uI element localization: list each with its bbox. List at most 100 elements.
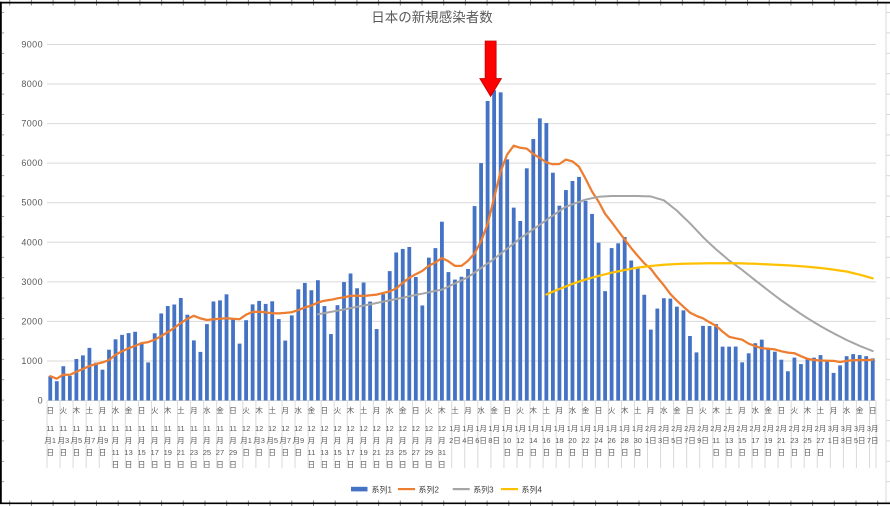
y-axis-tick-label: 4000 <box>21 237 43 247</box>
x-label-weekday: 火 <box>425 406 433 415</box>
legend-label: 系列2 <box>419 485 440 495</box>
x-label-date-line: 12 <box>399 424 407 433</box>
x-label-date-line: 28 <box>621 436 629 445</box>
x-label-weekday: 金 <box>765 405 773 415</box>
bar <box>191 340 196 401</box>
bar <box>426 257 431 401</box>
series-line-3 <box>316 195 874 353</box>
x-label-date-line: 11 <box>59 424 67 433</box>
bar <box>485 101 490 401</box>
x-label-date-line: 15 <box>333 448 341 457</box>
x-axis-labels: 日11月1日火11月3日木11月5日土11月7日月11月9日水11月11日金11… <box>44 400 879 469</box>
x-label-date-line: 13 <box>725 436 733 445</box>
x-label-date-line: 21 <box>177 448 185 457</box>
bar <box>329 334 333 401</box>
x-label-weekday: 火 <box>516 406 524 415</box>
bar <box>368 301 373 401</box>
x-label-weekday: 月 <box>99 406 107 415</box>
x-label-date-line: 12 <box>438 424 446 433</box>
x-label-date-line: 月 <box>112 436 120 445</box>
x-label-weekday: 金 <box>216 405 224 415</box>
bar <box>355 288 359 401</box>
x-axis-label: 月 12 月7 日 <box>279 406 291 457</box>
x-label-date-line: 日 <box>47 448 55 457</box>
bar <box>407 246 412 401</box>
x-axis-label: 土 2月 27 日 <box>815 405 827 457</box>
x-label-weekday: 土 <box>360 405 368 415</box>
legend-item-系列2[interactable]: 系列2 <box>398 485 439 495</box>
x-label-date-line: 12 <box>425 424 433 433</box>
bar <box>289 315 294 401</box>
x-label-date-line: 日 <box>386 460 394 469</box>
x-label-date-line: 日 <box>295 448 303 457</box>
bar <box>681 310 686 401</box>
x-label-date-line: 3日 <box>841 436 853 445</box>
bar <box>185 314 190 401</box>
x-label-date-line: 9日 <box>697 436 709 445</box>
x-label-weekday: 水 <box>569 405 577 415</box>
bar <box>387 271 392 401</box>
x-axis-label: 土 12 月 19 日 <box>359 405 367 469</box>
x-label-weekday: 金 <box>399 405 407 415</box>
x-axis-label: 木 11 月 19 日 <box>164 405 172 469</box>
bar <box>701 325 705 401</box>
x-label-date-line: 月 <box>190 436 198 445</box>
x-label-date-line: 1月 <box>593 424 605 433</box>
bar <box>315 280 320 401</box>
x-axis-label: 金 11 月 13 日 <box>124 405 132 469</box>
bar <box>812 357 816 401</box>
down-arrow-shape[interactable] <box>479 40 503 98</box>
y-axis-tick-label: 6000 <box>21 158 43 168</box>
bar <box>146 362 151 401</box>
x-label-weekday: 木 <box>164 405 172 415</box>
legend-item-系列3[interactable]: 系列3 <box>452 485 494 495</box>
x-label-weekday: 日 <box>412 406 420 415</box>
x-label-date-line: 29 <box>229 448 237 457</box>
red-down-arrow-annotation[interactable] <box>479 40 503 98</box>
y-axis-tick-label: 5000 <box>21 198 43 208</box>
x-label-date-line: 日 <box>151 460 159 469</box>
chart-title[interactable]: 日本の新規感染者数 <box>371 9 493 25</box>
chart-legend[interactable]: 系列1 系列2 系列3 系列4 <box>351 485 542 495</box>
legend-item-系列1[interactable]: 系列1 <box>351 485 392 495</box>
x-axis-label: 火 2月 9日 <box>697 406 709 445</box>
bar <box>864 356 869 401</box>
x-label-weekday: 木 <box>621 405 629 415</box>
x-axis-label: 日 11 月1 日 <box>44 406 56 457</box>
bar <box>629 260 634 401</box>
x-label-date-line: 15 <box>738 436 746 445</box>
x-label-date-line: 月7 <box>84 436 96 445</box>
x-label-date-line: 日 <box>582 448 590 457</box>
y-axis-tick-label: 2000 <box>21 316 43 326</box>
bar <box>94 362 98 401</box>
x-axis-label: 土 1月 2日 <box>449 405 461 445</box>
x-label-date-line: 1月 <box>488 424 500 433</box>
x-label-date-line: 日 <box>347 460 355 469</box>
bar <box>257 300 262 401</box>
x-axis-label: 日 1月 10 日 <box>501 406 513 457</box>
x-axis-label: 金 2月 5日 <box>671 405 683 445</box>
x-label-date-line: 1月 <box>462 424 474 433</box>
x-label-weekday: 火 <box>151 406 159 415</box>
x-label-date-line: 1月 <box>514 424 526 433</box>
x-label-date-line: 25 <box>399 448 407 457</box>
x-label-date-line: 1月 <box>527 424 539 433</box>
x-label-date-line: 12 <box>359 424 367 433</box>
bar <box>361 282 366 401</box>
bar <box>518 220 523 401</box>
x-label-date-line: 12 <box>386 424 394 433</box>
x-label-weekday: 日 <box>47 406 55 415</box>
x-axis-label: 月 12 月 21 日 <box>372 406 380 469</box>
y-axis-tick-label: 8000 <box>21 79 43 89</box>
x-label-date-line: 10 <box>503 436 511 445</box>
x-label-date-line: 2月 <box>723 424 735 433</box>
x-label-date-line: 日 <box>229 460 237 469</box>
bar <box>531 139 536 401</box>
bar <box>785 371 790 401</box>
x-label-date-line: 日 <box>373 460 381 469</box>
legend-item-系列4[interactable]: 系列4 <box>501 485 542 495</box>
x-label-date-line: 日 <box>268 448 276 457</box>
x-label-date-line: 11 <box>125 424 133 433</box>
